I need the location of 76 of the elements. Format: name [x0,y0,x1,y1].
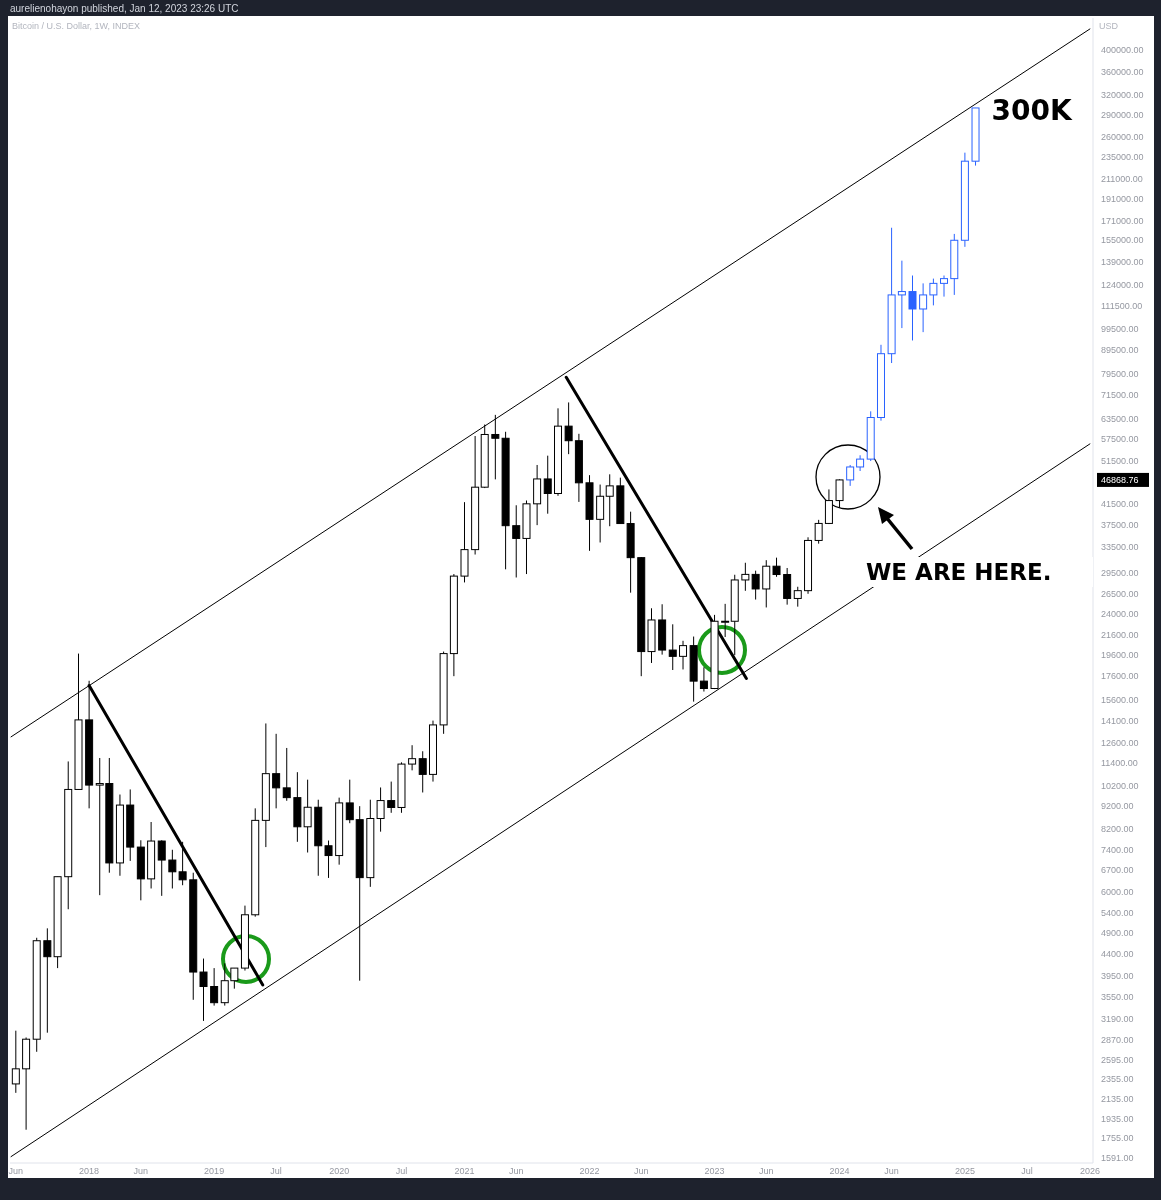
y-tick-label: 1935.00 [1101,1113,1134,1124]
y-tick-label: 191000.00 [1101,193,1144,204]
x-tick-label: Jul [1021,1166,1033,1176]
y-tick-label: 6000.00 [1101,886,1134,897]
y-tick-label: 12600.00 [1101,738,1139,749]
x-tick-label: 2025 [954,1166,975,1176]
y-tick-label: 260000.00 [1101,131,1144,142]
y-tick-label: 124000.00 [1101,280,1144,291]
x-tick-label: 2018 [79,1166,100,1176]
y-tick-label: 26500.00 [1101,589,1139,600]
y-tick-label: 360000.00 [1101,66,1144,77]
y-tick-label: 9200.00 [1101,801,1134,812]
annotation: WE ARE HERE. [866,559,1052,585]
y-tick-label: 2870.00 [1101,1034,1134,1045]
x-tick-label: 2019 [204,1166,225,1176]
chart-subtitle: aurelienohayon published, Jan 12, 2023 23:26 UTC [10,3,239,14]
x-tick-label: 2023 [704,1166,725,1176]
y-tick-label: 6700.00 [1101,864,1134,875]
y-tick-label: 71500.00 [1101,390,1139,401]
y-tick-label: 3190.00 [1101,1013,1134,1024]
x-tick-label: Jul [270,1166,282,1176]
x-tick-label: Jun [133,1166,149,1176]
y-tick-label: 51500.00 [1101,456,1139,467]
y-tick-label: 235000.00 [1101,152,1144,163]
y-tick-label: 79500.00 [1101,369,1139,380]
y-tick-label: 3950.00 [1101,970,1134,981]
y-tick-label: 4400.00 [1101,949,1134,960]
y-tick-label: 3550.00 [1101,992,1134,1003]
y-tick-label: 111500.00 [1101,301,1143,312]
y-axis-title: USD [1099,21,1119,31]
x-tick-label: Jun [758,1166,774,1176]
y-tick-label: 33500.00 [1101,542,1139,553]
y-tick-label: 5400.00 [1101,908,1134,919]
x-tick-label: Jul [395,1166,408,1176]
y-tick-label: 1755.00 [1101,1133,1134,1144]
x-tick-label: 2026 [1079,1166,1100,1176]
y-tick-label: 8200.00 [1101,824,1134,835]
y-tick-label: 24000.00 [1101,609,1139,620]
y-tick-label: 11400.00 [1101,758,1138,769]
x-tick-label: Jun [884,1166,899,1176]
x-tick-label: 2021 [454,1166,475,1176]
y-tick-label: 400000.00 [1101,45,1144,56]
y-tick-label: 155000.00 [1101,235,1144,246]
x-tick-label: 2020 [329,1166,350,1176]
y-tick-label: 171000.00 [1101,215,1144,226]
y-tick-label: 290000.00 [1101,109,1144,120]
y-tick-label: 21600.00 [1101,630,1139,641]
y-tick-label: 320000.00 [1101,90,1144,101]
y-tick-label: 37500.00 [1101,519,1139,530]
x-tick-label: 2022 [579,1166,600,1176]
x-tick-label: Jun [8,1166,24,1176]
x-tick-label: Jun [633,1166,649,1176]
y-tick-label: 10200.00 [1101,780,1139,791]
y-tick-label: 4900.00 [1101,927,1134,938]
y-tick-label: 57500.00 [1101,434,1139,445]
y-tick-label: 99500.00 [1101,324,1139,335]
y-tick-label: 7400.00 [1101,844,1134,855]
chart-title: Bitcoin / U.S. Dollar, 1W, INDEX [12,21,141,31]
annotation: 300K [991,93,1073,127]
x-tick-label: 2024 [829,1166,850,1176]
y-tick-label: 89500.00 [1101,345,1139,356]
y-tick-label: 211000.00 [1101,173,1143,184]
y-tick-label: 63500.00 [1101,414,1139,425]
x-tick-label: Jun [508,1166,524,1176]
text: 46868.76 [1101,475,1139,486]
y-tick-label: 14100.00 [1101,715,1139,726]
y-tick-label: 19600.00 [1101,649,1139,660]
y-tick-label: 17600.00 [1101,671,1139,682]
y-tick-label: 2595.00 [1101,1054,1134,1065]
y-tick-label: 1591.00 [1101,1152,1134,1163]
y-tick-label: 15600.00 [1101,695,1139,706]
y-tick-label: 41500.00 [1101,499,1139,510]
y-tick-label: 2355.00 [1101,1074,1134,1085]
y-tick-label: 29500.00 [1101,567,1139,578]
y-tick-label: 139000.00 [1101,257,1144,268]
y-tick-label: 2135.00 [1101,1093,1134,1104]
